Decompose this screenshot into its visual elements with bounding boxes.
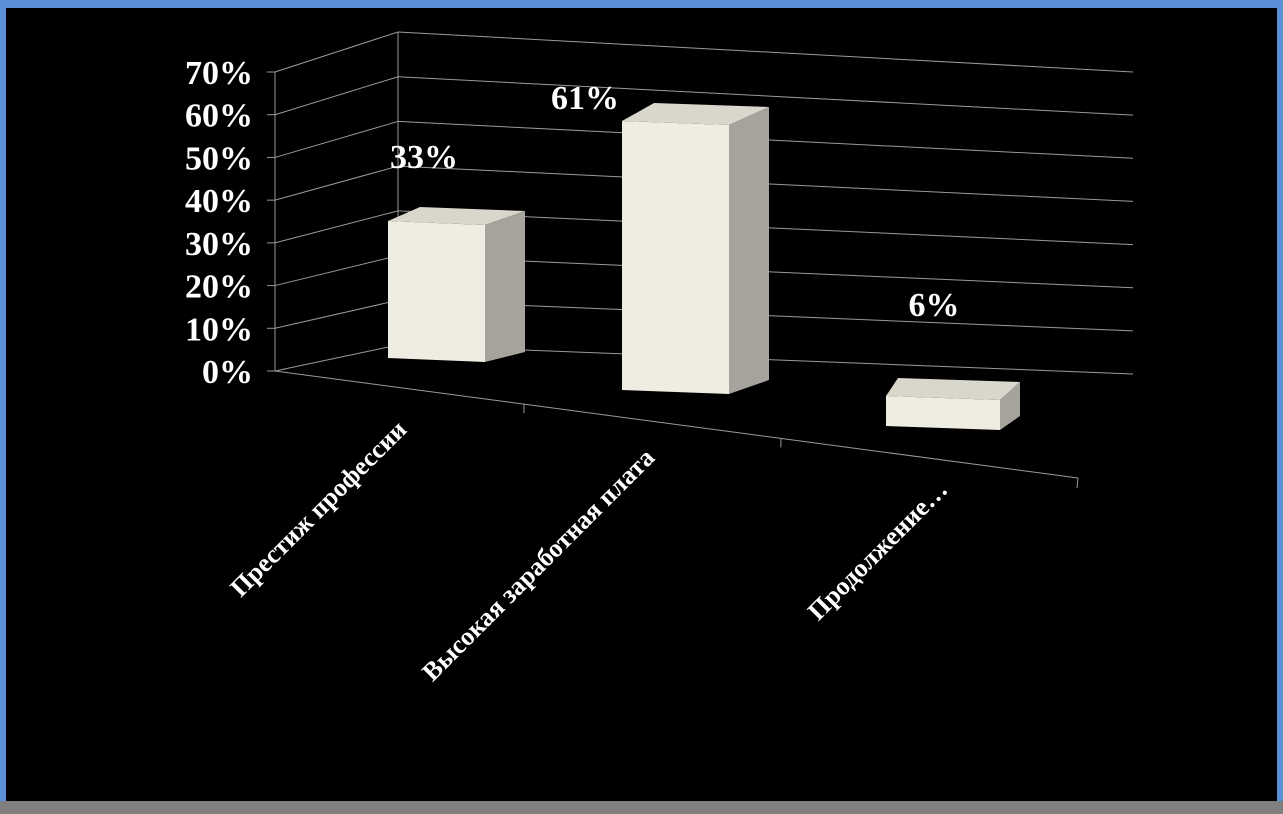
bottom-strip [0,801,1283,814]
bar-front-face [886,396,1000,430]
y-axis-tick-labels: 0% 10% 20% 30% 40% 50% 60% 70% [185,55,253,391]
bar-side-face [485,211,525,362]
y-tick-label: 50% [185,140,253,177]
y-tick-label: 40% [185,183,253,220]
bar-side-face [729,107,769,394]
y-tick-label: 20% [185,269,253,306]
gridline-left-10 [274,299,399,329]
chart-canvas: 0% 10% 20% 30% 40% 50% 60% 70% 33% 61% 6% Престиж… [6,8,1277,801]
bar-front-face [622,121,729,394]
x-tick-label: Продолжение… [802,475,953,626]
bar-top-face [388,207,525,225]
gridline-left-50 [274,120,399,158]
gridline-left-0 [274,344,399,372]
bar-side-face [1000,382,1020,430]
y-tick-label: 30% [185,226,253,263]
data-label: 6% [909,287,960,324]
bar-top-face [886,378,1020,400]
gridline-back-70 [397,31,1134,73]
data-label: 61% [551,80,619,117]
bar-front-face [388,221,485,362]
y-tick-label: 0% [202,354,253,391]
gridline-back-60 [397,76,1134,116]
bar-2 [886,378,1020,430]
gridline-left-20 [274,255,399,287]
y-tick-label: 60% [185,98,253,135]
bar-0 [388,207,525,362]
y-tick-label: 70% [185,55,253,92]
x-tick-label: Высокая заработная плата [416,443,660,687]
data-label: 33% [390,139,458,176]
floor-corner-tick [1076,477,1079,489]
gridline-left-30 [274,210,399,244]
bar-1 [622,103,769,394]
bar-chart-3d: 0% 10% 20% 30% 40% 50% 60% 70% 33% 61% 6% Престиж… [185,31,1134,687]
gridline-left-60 [274,76,399,116]
floor-edge [274,370,1079,479]
x-axis-tick-labels: Престиж профессии Высокая заработная плат… [224,415,953,687]
bar-top-face [622,103,769,125]
data-labels: 33% 61% 6% [390,80,960,324]
chart-bars [388,103,1020,430]
gridline-left-40 [274,165,399,201]
y-tick-label: 10% [185,311,253,348]
gridline-left-70 [274,31,399,73]
x-tick-label: Престиж профессии [224,415,412,603]
